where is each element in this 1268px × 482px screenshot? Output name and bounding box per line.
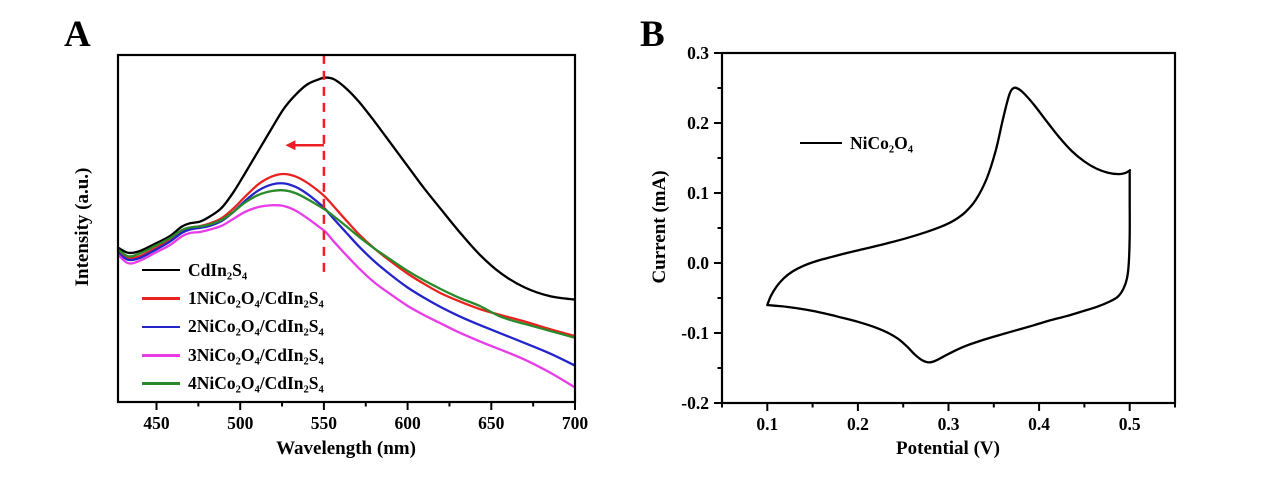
series-line-2 xyxy=(118,182,575,367)
x-tick-label: 500 xyxy=(227,413,254,433)
x-tick-label: 700 xyxy=(562,413,589,433)
legend-item-0: CdIn₂S₄ xyxy=(142,256,324,284)
panel-b-y-axis-label: Current (mA) xyxy=(649,170,670,284)
legend-item-1: 1NiCo₂O₄/CdIn₂S₄ xyxy=(142,284,324,312)
x-tick-label: 600 xyxy=(394,413,421,433)
y-tick-label: 0.1 xyxy=(687,183,709,203)
plot-frame xyxy=(116,53,577,404)
x-tick-label: 650 xyxy=(478,413,505,433)
y-tick-label: 0.0 xyxy=(687,253,709,273)
x-tick-label: 0.5 xyxy=(1119,414,1141,434)
y-tick-label: 0.2 xyxy=(687,113,709,133)
legend-item-3: 3NiCo₂O₄/CdIn₂S₄ xyxy=(142,341,324,369)
panel-b-letter: B xyxy=(640,14,665,55)
x-tick-label: 0.1 xyxy=(756,414,778,434)
x-tick-label: 0.3 xyxy=(938,414,960,434)
legend-item-2: 2NiCo₂O₄/CdIn₂S₄ xyxy=(142,313,324,341)
series-line-0 xyxy=(766,86,1132,364)
legend-item-4: 4NiCo₂O₄/CdIn₂S₄ xyxy=(142,370,324,398)
panel-a-legend: CdIn₂S₄ 1NiCo₂O₄/CdIn₂S₄ 2NiCo₂O₄/CdIn₂S₄ 3… xyxy=(142,256,324,398)
y-tick-label: -0.1 xyxy=(681,323,709,343)
legend-item-0: NiCo₂O₄ xyxy=(800,131,913,155)
x-tick-label: 450 xyxy=(143,413,170,433)
legend-label: CdIn₂S₄ xyxy=(188,259,248,280)
panel-a-letter: A xyxy=(64,14,91,55)
legend-label: 2NiCo₂O₄/CdIn₂S₄ xyxy=(188,316,324,337)
legend-line-swatch xyxy=(142,297,180,300)
legend-label: 1NiCo₂O₄/CdIn₂S₄ xyxy=(188,288,324,309)
legend-line-swatch xyxy=(142,354,180,357)
blue-shift-arrow-head xyxy=(285,140,296,151)
legend-label: 4NiCo₂O₄/CdIn₂S₄ xyxy=(188,373,324,394)
plot-frame xyxy=(720,51,1177,405)
series-line-4 xyxy=(118,189,575,339)
legend-line-swatch xyxy=(142,268,180,272)
x-tick-label: 0.4 xyxy=(1028,414,1050,434)
legend-label: 3NiCo₂O₄/CdIn₂S₄ xyxy=(188,344,324,365)
x-tick-label: 0.2 xyxy=(847,414,869,434)
panel-b-x-axis-label: Potential (V) xyxy=(896,438,1000,459)
legend-line-swatch xyxy=(142,325,180,329)
y-tick-label: 0.3 xyxy=(687,43,709,63)
panel-b-legend: NiCo₂O₄ xyxy=(800,131,913,155)
series-line-3 xyxy=(118,204,575,389)
legend-line-swatch xyxy=(800,141,842,145)
series-line-0 xyxy=(118,76,575,301)
legend-line-swatch xyxy=(142,382,180,386)
y-tick-label: -0.2 xyxy=(681,393,709,413)
x-tick-label: 550 xyxy=(311,413,338,433)
legend-label: NiCo₂O₄ xyxy=(850,132,913,153)
panel-a-x-axis-label: Wavelength (nm) xyxy=(276,438,416,459)
